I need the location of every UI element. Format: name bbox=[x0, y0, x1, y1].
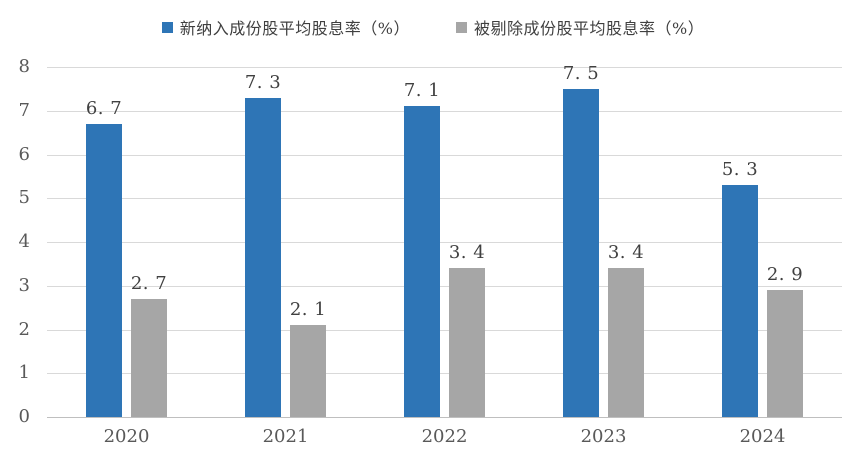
gridline bbox=[47, 242, 842, 243]
bar-value-label: 2. 7 bbox=[130, 272, 168, 294]
bar-value-label: 2. 1 bbox=[289, 299, 327, 321]
gridline bbox=[47, 198, 842, 200]
x-axis-category-label: 2021 bbox=[262, 426, 309, 447]
gridline bbox=[47, 329, 842, 331]
y-axis-tick-label: 5 bbox=[18, 187, 30, 209]
bar-value-label: 3. 4 bbox=[607, 242, 645, 264]
bar-removed bbox=[608, 268, 644, 417]
y-axis-tick-label: 7 bbox=[18, 99, 30, 121]
y-axis: 0 1 2 3 4 5 6 7 8 bbox=[0, 0, 32, 461]
legend-label-added: 新纳入成份股平均股息率（%） bbox=[179, 19, 410, 38]
x-axis-category-label: 2022 bbox=[421, 426, 468, 447]
y-axis-tick-label: 0 bbox=[18, 406, 30, 427]
gridline bbox=[47, 373, 842, 375]
bar-value-label: 5. 3 bbox=[721, 159, 759, 181]
bar-newly-added bbox=[722, 185, 758, 417]
x-axis-category-label: 2024 bbox=[739, 426, 786, 447]
chart-legend: 新纳入成份股平均股息率（%） 被剔除成份股平均股息率（%） bbox=[0, 15, 866, 39]
bar-value-label: 3. 4 bbox=[448, 242, 486, 264]
bar-removed bbox=[290, 325, 326, 417]
gridline bbox=[47, 285, 842, 287]
bar-value-label: 7. 5 bbox=[562, 62, 600, 84]
plot-area: 6. 7 2. 7 2020 7. 3 2. 1 2021 7. 1 3. 4 2022 7. 5… bbox=[47, 63, 842, 447]
bar-removed bbox=[767, 290, 803, 417]
bar-value-label: 7. 1 bbox=[403, 80, 441, 102]
bar-newly-added bbox=[245, 97, 281, 417]
x-axis-category-label: 2023 bbox=[580, 426, 627, 447]
bar-newly-added bbox=[86, 123, 122, 417]
bar-newly-added bbox=[563, 88, 599, 417]
x-axis-category-label: 2020 bbox=[103, 426, 150, 447]
x-axis-line bbox=[47, 417, 842, 418]
legend-swatch-removed-icon bbox=[456, 21, 467, 33]
gridline bbox=[47, 110, 842, 112]
bar-newly-added bbox=[404, 106, 440, 417]
y-axis-tick-label: 3 bbox=[18, 274, 30, 296]
bar-value-label: 7. 3 bbox=[244, 71, 282, 93]
legend-swatch-added-icon bbox=[161, 21, 173, 33]
legend-item-removed: 被剔除成份股平均股息率（%） bbox=[456, 15, 704, 39]
y-axis-tick-label: 8 bbox=[18, 56, 30, 77]
legend-label-removed: 被剔除成份股平均股息率（%） bbox=[474, 19, 705, 38]
bar-value-label: 6. 7 bbox=[85, 97, 123, 119]
y-axis-tick-label: 4 bbox=[18, 231, 30, 252]
gridline bbox=[47, 67, 842, 68]
y-axis-tick-label: 6 bbox=[18, 143, 30, 165]
bar-removed bbox=[449, 268, 485, 417]
gridline bbox=[47, 154, 842, 156]
legend-item-added: 新纳入成份股平均股息率（%） bbox=[161, 15, 410, 39]
y-axis-tick-label: 1 bbox=[18, 362, 30, 384]
y-axis-tick-label: 2 bbox=[18, 318, 30, 340]
bar-value-label: 2. 9 bbox=[766, 264, 804, 286]
bar-removed bbox=[131, 298, 167, 417]
